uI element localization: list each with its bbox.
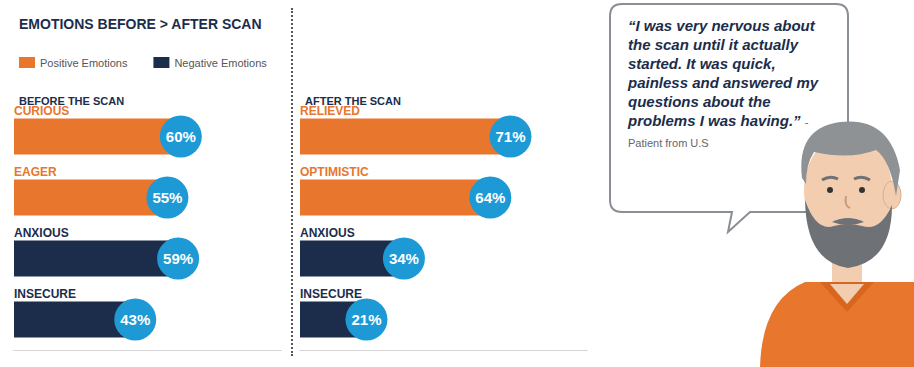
svg-text:INSECURE: INSECURE (300, 287, 362, 301)
svg-text:ANXIOUS: ANXIOUS (300, 226, 355, 240)
svg-text:Positive Emotions: Positive Emotions (40, 57, 128, 69)
svg-text:55%: 55% (152, 189, 182, 206)
svg-text:64%: 64% (475, 189, 505, 206)
svg-text:Negative Emotions: Negative Emotions (174, 57, 267, 69)
svg-text:60%: 60% (166, 128, 196, 145)
svg-text:71%: 71% (495, 128, 525, 145)
svg-text:AFTER THE SCAN: AFTER THE SCAN (305, 95, 401, 107)
svg-text:BEFORE THE SCAN: BEFORE THE SCAN (19, 95, 124, 107)
svg-text:OPTIMISTIC: OPTIMISTIC (300, 165, 369, 179)
svg-text:INSECURE: INSECURE (14, 287, 76, 301)
svg-text:21%: 21% (351, 311, 381, 328)
svg-text:CURIOUS: CURIOUS (14, 103, 70, 118)
svg-text:EMOTIONS BEFORE > AFTER SCAN: EMOTIONS BEFORE > AFTER SCAN (19, 16, 262, 32)
svg-text:RELIEVED: RELIEVED (300, 103, 360, 118)
svg-text:ANXIOUS: ANXIOUS (14, 226, 69, 240)
html-text:“I was very nervous about the: “I was very nervous about the scan until… (628, 17, 819, 149)
svg-text:59%: 59% (163, 250, 193, 267)
svg-text:EAGER: EAGER (14, 165, 57, 179)
svg-text:34%: 34% (389, 250, 419, 267)
svg-text:43%: 43% (120, 311, 150, 328)
